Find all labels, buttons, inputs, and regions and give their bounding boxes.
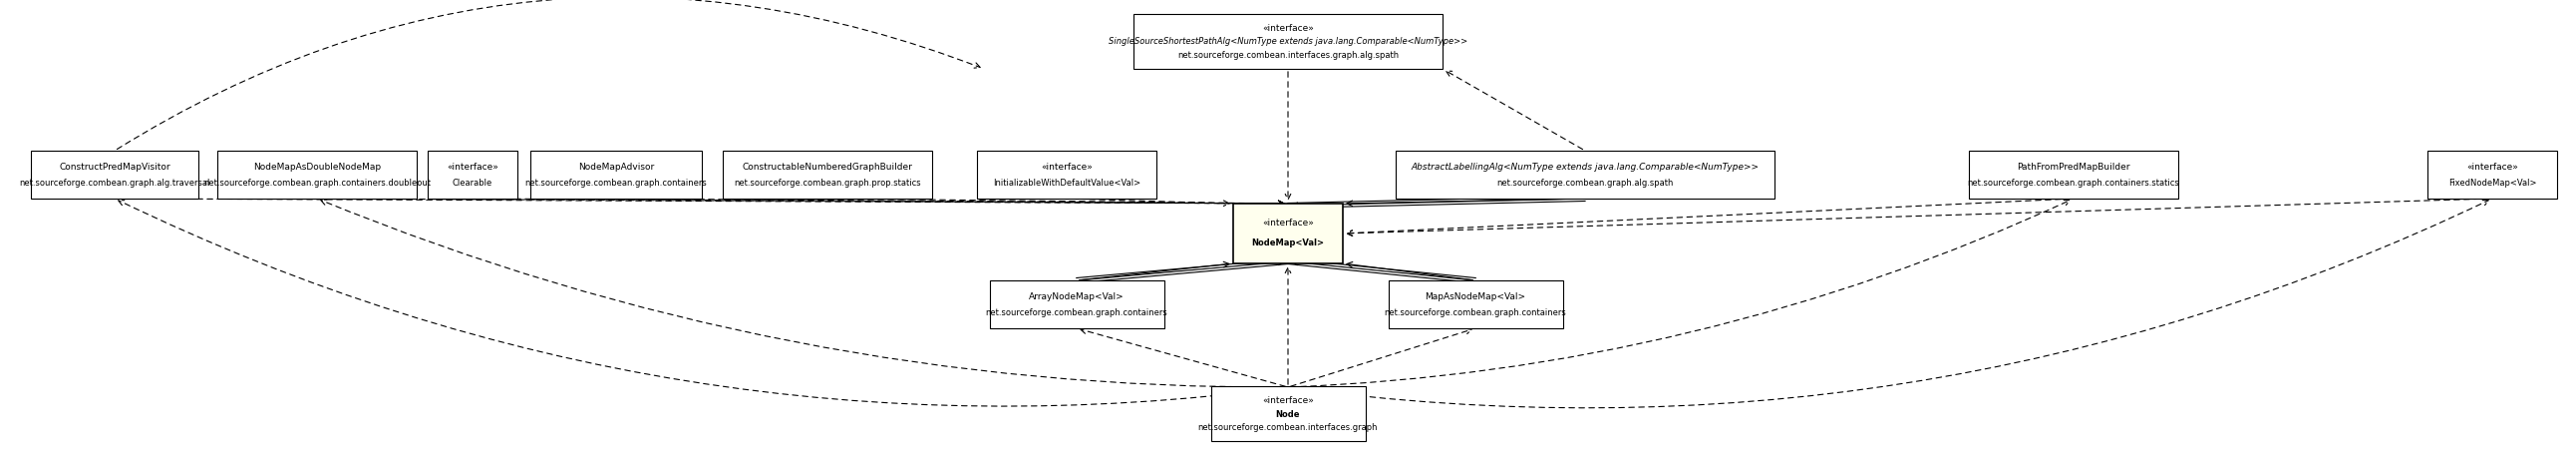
Text: «interface»: «interface» — [446, 162, 497, 171]
Text: net.sourceforge.combean.graph.alg.traversal: net.sourceforge.combean.graph.alg.traver… — [18, 178, 211, 187]
FancyBboxPatch shape — [1211, 387, 1365, 441]
Text: SingleSourceShortestPathAlg<NumType extends java.lang.Comparable<NumType>>: SingleSourceShortestPathAlg<NumType exte… — [1108, 37, 1468, 46]
Text: net.sourceforge.combean.graph.alg.spath: net.sourceforge.combean.graph.alg.spath — [1497, 178, 1674, 187]
Text: Clearable: Clearable — [453, 178, 492, 187]
Text: NodeMapAsDoubleNodeMap: NodeMapAsDoubleNodeMap — [252, 162, 381, 171]
FancyBboxPatch shape — [428, 151, 518, 198]
Text: net.sourceforge.combean.graph.containers.statics: net.sourceforge.combean.graph.containers… — [1968, 178, 2179, 187]
Text: AbstractLabellingAlg<NumType extends java.lang.Comparable<NumType>>: AbstractLabellingAlg<NumType extends jav… — [1412, 162, 1759, 171]
Text: net.sourceforge.combean.graph.containers: net.sourceforge.combean.graph.containers — [987, 308, 1167, 317]
Text: net.sourceforge.combean.graph.prop.statics: net.sourceforge.combean.graph.prop.stati… — [734, 178, 922, 187]
Text: net.sourceforge.combean.graph.containers.doubleout: net.sourceforge.combean.graph.containers… — [204, 178, 430, 187]
FancyBboxPatch shape — [1388, 280, 1564, 328]
FancyBboxPatch shape — [31, 151, 198, 198]
FancyBboxPatch shape — [976, 151, 1157, 198]
FancyBboxPatch shape — [216, 151, 417, 198]
Text: Node: Node — [1275, 410, 1301, 418]
Text: «interface»: «interface» — [1262, 24, 1314, 33]
Text: net.sourceforge.combean.interfaces.graph: net.sourceforge.combean.interfaces.graph — [1198, 424, 1378, 432]
Text: net.sourceforge.combean.graph.containers: net.sourceforge.combean.graph.containers — [526, 178, 708, 187]
FancyBboxPatch shape — [1968, 151, 2179, 198]
Text: «interface»: «interface» — [1041, 162, 1092, 171]
Text: «interface»: «interface» — [1262, 396, 1314, 405]
FancyBboxPatch shape — [1133, 15, 1443, 69]
Text: net.sourceforge.combean.interfaces.graph.alg.spath: net.sourceforge.combean.interfaces.graph… — [1177, 51, 1399, 60]
FancyBboxPatch shape — [2427, 151, 2558, 198]
Text: net.sourceforge.combean.graph.containers: net.sourceforge.combean.graph.containers — [1383, 308, 1566, 317]
Text: InitializableWithDefaultValue<Val>: InitializableWithDefaultValue<Val> — [992, 178, 1141, 187]
Text: ConstructPredMapVisitor: ConstructPredMapVisitor — [59, 162, 170, 171]
Text: «interface»: «interface» — [1262, 219, 1314, 228]
Text: NodeMapAdvisor: NodeMapAdvisor — [577, 162, 654, 171]
FancyBboxPatch shape — [989, 280, 1164, 328]
FancyBboxPatch shape — [724, 151, 933, 198]
FancyBboxPatch shape — [531, 151, 701, 198]
Text: NodeMap<Val>: NodeMap<Val> — [1252, 239, 1324, 248]
Text: PathFromPredMapBuilder: PathFromPredMapBuilder — [2017, 162, 2130, 171]
Text: ConstructableNumberedGraphBuilder: ConstructableNumberedGraphBuilder — [742, 162, 912, 171]
Text: MapAsNodeMap<Val>: MapAsNodeMap<Val> — [1425, 292, 1525, 301]
FancyBboxPatch shape — [1396, 151, 1775, 198]
Text: ArrayNodeMap<Val>: ArrayNodeMap<Val> — [1028, 292, 1123, 301]
Text: «interface»: «interface» — [2465, 162, 2519, 171]
Text: FixedNodeMap<Val>: FixedNodeMap<Val> — [2447, 178, 2537, 187]
FancyBboxPatch shape — [1234, 204, 1342, 263]
